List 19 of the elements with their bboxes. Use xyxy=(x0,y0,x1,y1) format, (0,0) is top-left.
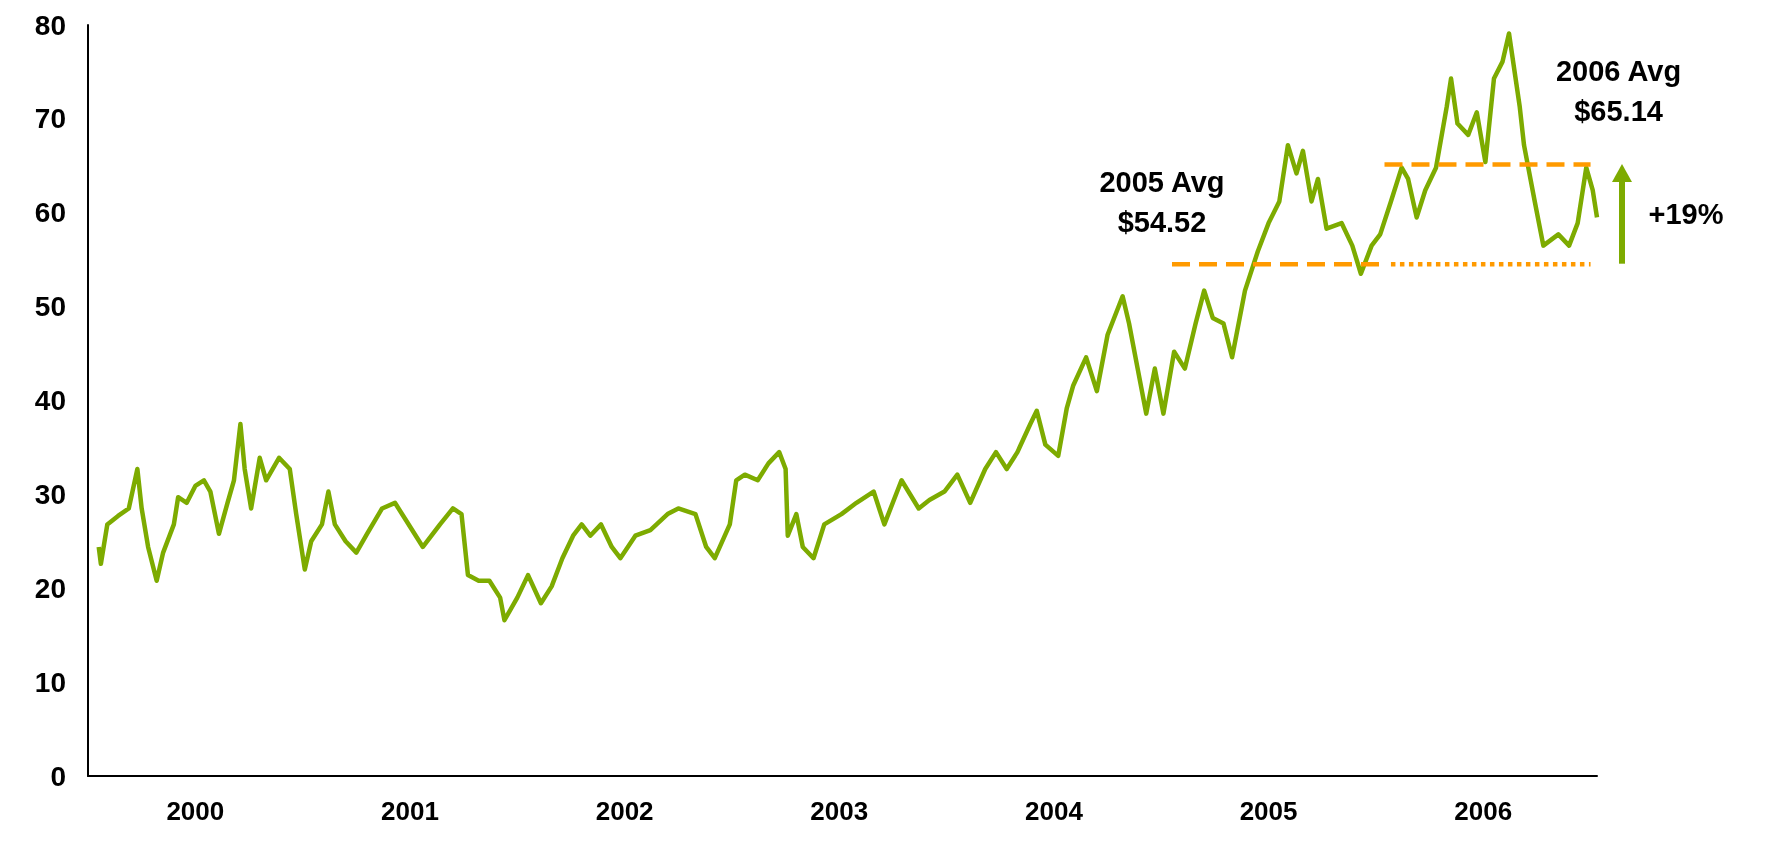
y-tick-label: 0 xyxy=(50,760,66,792)
y-tick-label: 40 xyxy=(34,385,66,416)
annotation: 2006 Avg $65.14 xyxy=(1555,55,1682,128)
x-tick-label: 2003 xyxy=(810,796,869,826)
x-tick-label: 2002 xyxy=(595,796,654,826)
y-tick-label: 20 xyxy=(34,572,66,604)
y-tick-label: 10 xyxy=(34,666,66,698)
y-tick-label: 80 xyxy=(34,9,66,41)
y-tick-label: 60 xyxy=(34,197,66,229)
y-tick-label: 30 xyxy=(34,478,66,510)
annotation: 2005 Avg $54.52 xyxy=(1099,166,1225,239)
x-tick-label: 2000 xyxy=(166,796,225,826)
y-tick-label: 50 xyxy=(34,291,66,323)
y-tick-label: 70 xyxy=(34,103,66,135)
x-tick-label: 2005 xyxy=(1239,796,1298,826)
x-tick-label: 2006 xyxy=(1454,796,1513,826)
text: +19% xyxy=(1648,198,1724,231)
x-tick-label: 2004 xyxy=(1025,796,1084,826)
x-tick-label: 2001 xyxy=(381,796,439,826)
